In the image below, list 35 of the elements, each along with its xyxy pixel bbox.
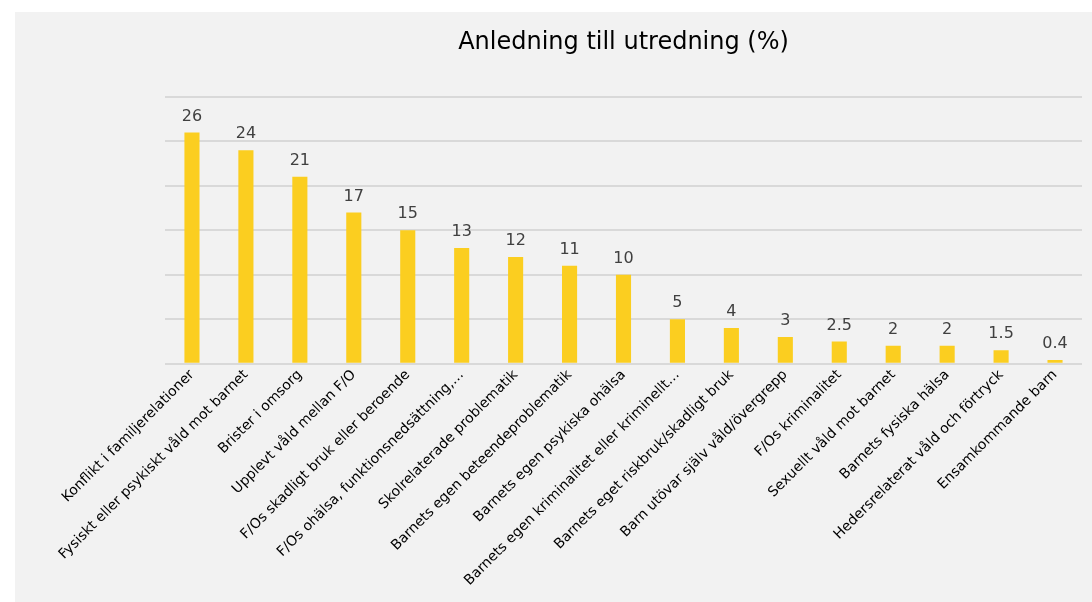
data-label: 21 [289, 150, 311, 170]
bar [669, 319, 685, 363]
bar [831, 341, 847, 363]
data-label: 4 [726, 301, 737, 321]
data-label: 24 [235, 123, 257, 143]
data-label: 1.5 [988, 323, 1014, 343]
bar [1047, 360, 1063, 363]
bar [292, 176, 308, 363]
bar [454, 248, 470, 363]
data-label: 26 [181, 105, 203, 125]
data-label: 13 [451, 221, 472, 241]
data-label: 2 [942, 319, 953, 339]
bar [238, 150, 254, 363]
data-label: 3 [780, 310, 791, 330]
data-label: 2.5 [826, 314, 852, 334]
bar [346, 212, 362, 363]
data-label: 11 [559, 238, 580, 258]
data-label: 15 [397, 203, 418, 223]
chart-title: Anledning till utredning (%) [458, 26, 789, 55]
data-label: 2 [888, 319, 899, 339]
bar [885, 345, 901, 363]
bar [615, 274, 632, 363]
data-label: 12 [505, 230, 526, 250]
data-label: 5 [672, 292, 683, 312]
bar [939, 345, 955, 363]
data-label: 17 [343, 185, 364, 205]
bar [993, 350, 1009, 363]
bar [508, 256, 524, 363]
data-label: 10 [613, 247, 634, 267]
data-label: 0.4 [1042, 333, 1068, 353]
bar [777, 336, 793, 363]
bar [562, 265, 578, 363]
bar [400, 230, 416, 363]
bar [184, 132, 200, 363]
bar [723, 328, 739, 363]
